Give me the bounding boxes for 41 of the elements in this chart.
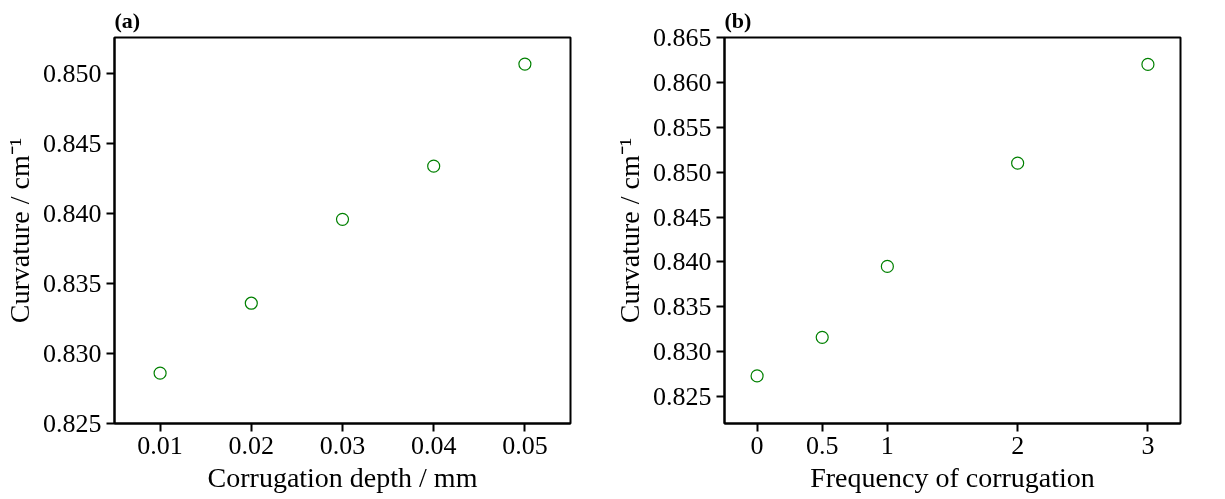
- point: [1011, 156, 1025, 170]
- x-tick-label: 3: [1141, 430, 1155, 460]
- x-tick-label: 0.01: [137, 430, 183, 460]
- point: [518, 57, 532, 71]
- y-tick-label: 0.865: [653, 23, 712, 52]
- y-tick-label: 0.825: [43, 409, 102, 438]
- y-tick-label: 0.855: [653, 112, 712, 142]
- y-tick-label: 0.830: [653, 337, 712, 367]
- y-tick-label: 0.835: [43, 269, 102, 299]
- point: [815, 330, 829, 344]
- x-axis-title: Corrugation depth / mm: [207, 461, 478, 493]
- y-tick-label: 0.840: [653, 247, 712, 277]
- x-tick-label: 1: [880, 430, 894, 460]
- x-tick-label: 0.05: [502, 430, 548, 460]
- x-axis-title: Frequency of corrugation: [810, 461, 1095, 493]
- y-tick-label: 0.840: [43, 199, 102, 229]
- point: [880, 259, 894, 273]
- x-tick-label: 0.04: [410, 430, 457, 460]
- y-tick-label: 0.850: [43, 59, 102, 89]
- x-tick-label: 2: [1011, 430, 1025, 460]
- x-tick-label: 0: [750, 430, 764, 460]
- y-tick-label: 0.835: [653, 292, 712, 322]
- y-tick-label: 0.845: [653, 202, 712, 232]
- point: [750, 369, 764, 383]
- point: [335, 212, 350, 226]
- y-tick-label: 0.845: [43, 129, 102, 159]
- y-axis-title: Curvature / cm⁻¹: [4, 137, 35, 324]
- chart-title: (b): [724, 7, 752, 33]
- y-tick-label: 0.830: [43, 339, 102, 369]
- point: [1141, 57, 1155, 72]
- y-tick-label: 0.850: [653, 157, 712, 187]
- chart-title: (a): [114, 7, 141, 33]
- x-tick-label: 0.5: [805, 430, 839, 460]
- y-axis-title: Curvature / cm⁻¹: [614, 137, 645, 324]
- x-tick-label: 0.02: [228, 430, 275, 460]
- y-tick-label: 0.825: [653, 382, 712, 412]
- x-tick-label: 0.03: [319, 430, 366, 460]
- y-tick-label: 0.860: [653, 67, 712, 97]
- point: [153, 366, 167, 380]
- point: [244, 296, 258, 310]
- point: [427, 159, 441, 173]
